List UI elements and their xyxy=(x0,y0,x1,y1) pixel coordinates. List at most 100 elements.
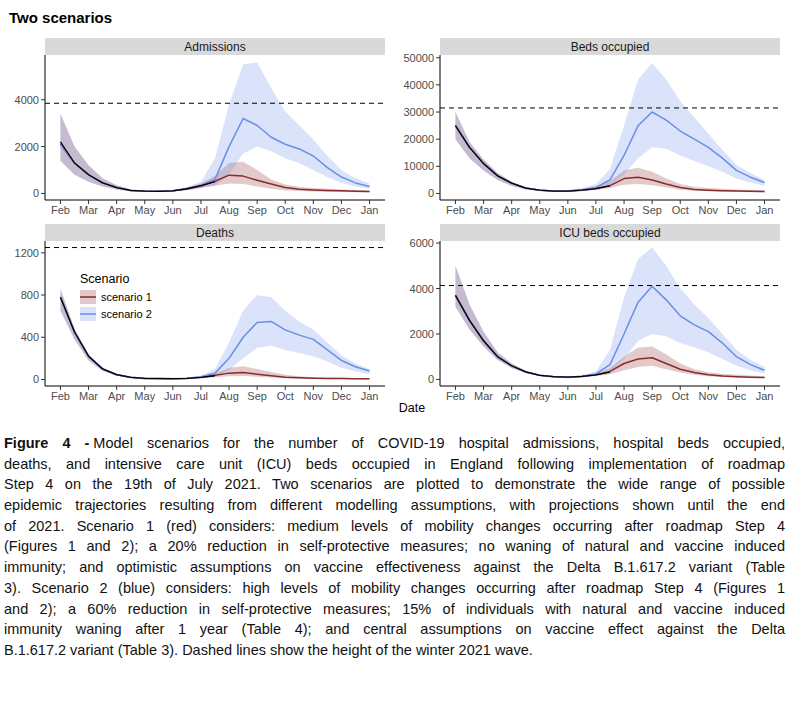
x-tick-label: Jun xyxy=(164,204,182,216)
x-tick-label: Jan xyxy=(756,390,774,402)
x-tick-label: May xyxy=(134,204,155,216)
x-axis-line xyxy=(45,386,385,387)
caption-line: 3). Scenario 2 (blue) considers: high le… xyxy=(4,578,785,599)
y-tick-label: 20000 xyxy=(403,133,434,145)
x-tick-label: Nov xyxy=(699,204,719,216)
x-tick-label: Jan xyxy=(361,390,379,402)
x-tick-label: Dec xyxy=(332,204,352,216)
x-tick-label: Aug xyxy=(614,390,634,402)
observed-line xyxy=(455,126,610,191)
legend-key xyxy=(80,313,96,315)
x-tick-label: Nov xyxy=(699,390,719,402)
caption-line: immunity; and optimistic assumptions on … xyxy=(4,557,785,578)
y-axis-line xyxy=(440,241,441,386)
x-tick-label: May xyxy=(134,390,155,402)
y-tick xyxy=(41,252,45,253)
legend-title: Scenario xyxy=(80,272,129,286)
x-tick-label: Jun xyxy=(559,390,577,402)
caption-text: immunity; and optimistic assumptions on … xyxy=(4,559,785,575)
x-tick-label: Feb xyxy=(446,204,465,216)
panel-title: Deaths xyxy=(196,226,234,240)
x-tick-label: Aug xyxy=(219,390,239,402)
caption-text: epidemic trajectories resulting from dif… xyxy=(4,497,785,513)
x-tick-label: Feb xyxy=(51,390,70,402)
observed-line xyxy=(60,142,215,191)
panel: Deaths04008001200FebMarAprMayJunJulAugSe… xyxy=(15,224,385,402)
x-tick-label: Sep xyxy=(247,390,267,402)
y-tick-label: 800 xyxy=(21,289,39,301)
y-tick-label: 0 xyxy=(428,187,434,199)
strip xyxy=(45,224,385,241)
panel-title: Beds occupied xyxy=(571,40,650,54)
x-tick-label: Oct xyxy=(672,390,689,402)
x-axis-line xyxy=(45,200,385,201)
y-tick-label: 6000 xyxy=(410,237,434,249)
y-tick xyxy=(436,379,440,380)
plot-area xyxy=(440,248,780,378)
series-line xyxy=(455,112,764,191)
y-tick-label: 2000 xyxy=(15,141,39,153)
y-tick xyxy=(436,243,440,244)
x-tick-label: May xyxy=(529,204,550,216)
series-line xyxy=(60,118,369,191)
y-tick-label: 2000 xyxy=(410,328,434,340)
x-tick-label: Aug xyxy=(219,204,239,216)
y-tick xyxy=(41,99,45,100)
ribbon xyxy=(455,248,764,378)
strip xyxy=(45,38,385,55)
caption-line: and 2); a 60% reduction in self-protecti… xyxy=(4,599,785,620)
y-tick-label: 4000 xyxy=(410,283,434,295)
caption-line: epidemic trajectories resulting from dif… xyxy=(4,495,785,516)
x-tick-label: Sep xyxy=(642,390,662,402)
caption-line: B.1.617.2 variant (Table 3). Dashed line… xyxy=(4,640,785,661)
caption-line: Figure 4 -Model scenarios for the number… xyxy=(4,433,785,454)
reference-line xyxy=(45,247,385,248)
legend-key-fill xyxy=(80,307,96,321)
y-tick xyxy=(41,295,45,296)
strip xyxy=(440,224,780,241)
legend: Scenarioscenario 1scenario 2 xyxy=(80,272,152,321)
y-tick-label: 1200 xyxy=(15,247,39,259)
x-tick-label: Sep xyxy=(642,204,662,216)
ribbon xyxy=(60,62,369,192)
ribbon xyxy=(60,289,369,379)
x-tick-label: Mar xyxy=(79,390,98,402)
series-line xyxy=(60,297,369,379)
caption-line: (Figures 1 and 2); a 20% reduction in se… xyxy=(4,536,785,557)
y-tick-label: 0 xyxy=(33,373,39,385)
caption-label: Figure 4 - xyxy=(4,435,89,451)
y-tick-label: 4000 xyxy=(15,94,39,106)
x-tick-label: Jun xyxy=(559,204,577,216)
y-tick-label: 40000 xyxy=(403,79,434,91)
y-tick-label: 30000 xyxy=(403,106,434,118)
caption-text: of 2021. Scenario 1 (red) considers: med… xyxy=(4,518,785,534)
caption-line: Step 4 on the 19th of July 2021. Two sce… xyxy=(4,474,785,495)
caption-text: (Figures 1 and 2); a 20% reduction in se… xyxy=(4,538,785,554)
x-tick-label: Jan xyxy=(361,204,379,216)
legend-label: scenario 2 xyxy=(101,308,152,320)
x-tick-label: Jul xyxy=(194,390,208,402)
panel: Admissions020004000FebMarAprMayJunJulAug… xyxy=(15,38,385,216)
x-tick-label: Apr xyxy=(108,204,125,216)
caption-text: Model scenarios for the number of COVID-… xyxy=(93,435,785,451)
series-line xyxy=(455,126,764,192)
observed-line xyxy=(60,297,215,379)
figure-title: Two scenarios xyxy=(9,9,112,26)
x-tick-label: Aug xyxy=(614,204,634,216)
y-tick-label: 0 xyxy=(33,187,39,199)
panel: Beds occupied01000020000300004000050000F… xyxy=(403,38,780,216)
x-tick-label: Apr xyxy=(503,204,520,216)
y-tick-label: 50000 xyxy=(403,52,434,64)
strip xyxy=(440,38,780,55)
observed-line xyxy=(455,295,610,377)
x-tick-label: Apr xyxy=(503,390,520,402)
x-tick-label: Sep xyxy=(247,204,267,216)
y-tick-label: 0 xyxy=(428,373,434,385)
caption-text: immunity waning after 1 year (Table 4); … xyxy=(4,621,785,637)
caption-line: of 2021. Scenario 1 (red) considers: med… xyxy=(4,516,785,537)
x-tick-label: Oct xyxy=(277,390,294,402)
x-axis-line xyxy=(440,200,780,201)
x-tick-label: May xyxy=(529,390,550,402)
x-tick-label: Dec xyxy=(727,390,747,402)
x-tick-label: Oct xyxy=(277,204,294,216)
